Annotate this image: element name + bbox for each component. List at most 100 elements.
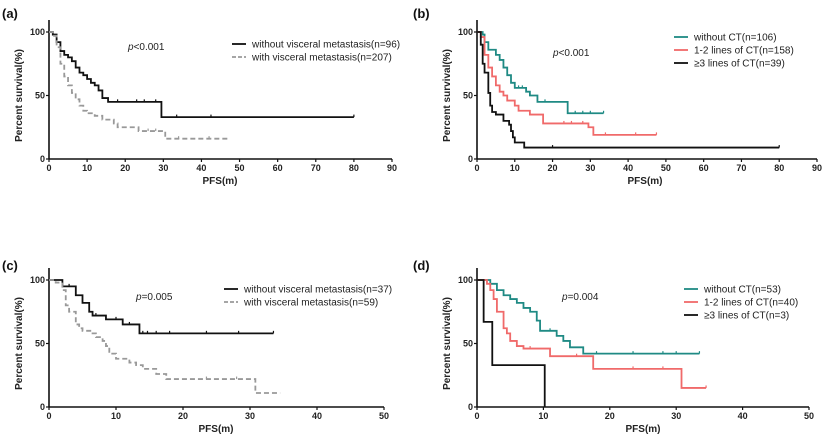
x-tick-label: 20 [120,163,130,173]
x-tick-label: 0 [46,411,51,421]
series-2 [477,31,658,136]
p-value: p<0.001 [127,42,165,53]
p-value-text: =0.004 [568,292,599,303]
x-tick-label: 10 [538,411,548,421]
legend-entry: without visceral metastasis(n=37) [243,285,392,296]
legend-entry: without visceral metastasis(n=96) [251,40,400,51]
x-tick-label: 50 [804,411,814,421]
legend-entry: without CT(n=106) [693,33,777,44]
survival-curve [49,279,281,394]
x-tick-label: 80 [349,163,359,173]
series-1 [477,31,605,115]
p-value: p=0.004 [561,292,599,303]
x-tick-label: 50 [235,163,245,173]
y-tick-label: 50 [463,91,473,101]
survival-curve [49,279,274,335]
survival-curve [477,31,780,149]
series-1 [477,279,701,355]
p-value-text: =0.005 [142,292,173,303]
x-tick-label: 30 [158,163,168,173]
panel-label: (d) [413,258,430,273]
survival-curve [477,31,604,115]
x-tick-label: 40 [196,163,206,173]
x-tick-label: 60 [699,163,709,173]
legend-entry: 1-2 lines of CT(n=158) [694,46,794,57]
y-tick-label: 100 [30,27,45,37]
p-symbol: p [552,48,559,59]
series-2 [49,279,281,394]
x-tick-label: 50 [379,411,389,421]
y-axis-label: Percent survival(%) [14,49,25,142]
x-tick-label: 0 [474,163,479,173]
x-axis-label: PFS(m) [203,176,238,187]
y-axis-label: Percent survival(%) [442,297,453,390]
x-tick-label: 40 [623,163,633,173]
legend-entry: ≥3 lines of CT(n=39) [694,59,785,70]
y-tick-label: 0 [40,154,45,164]
x-tick-label: 60 [273,163,283,173]
p-value-text: <0.001 [559,48,590,59]
x-tick-label: 20 [548,163,558,173]
p-value: p=0.005 [135,292,173,303]
x-tick-label: 0 [46,163,51,173]
x-tick-label: 40 [312,411,322,421]
x-tick-label: 20 [178,411,188,421]
y-tick-label: 0 [468,154,473,164]
x-tick-label: 70 [736,163,746,173]
legend-entry: with visceral metastasis(n=59) [243,298,378,309]
panel-label: (a) [2,6,18,21]
x-tick-label: 10 [82,163,92,173]
x-tick-label: 30 [671,411,681,421]
x-tick-label: 50 [661,163,671,173]
legend-entry: with visceral metastasis(n=207) [251,53,392,64]
survival-curve [49,31,231,140]
y-tick-label: 0 [40,402,45,412]
y-axis-label: Percent survival(%) [14,297,25,390]
panel-d: (d) 0 10 20 30 40 50 0 50 100 PFS(m) Percent surviv… [413,258,814,435]
survival-curve [477,279,707,389]
x-tick-label: 70 [311,163,321,173]
y-tick-label: 50 [463,339,473,349]
series-2 [49,31,231,140]
x-tick-label: 10 [510,163,520,173]
x-tick-label: 90 [812,163,822,173]
p-symbol: p [561,292,568,303]
p-symbol: p [127,42,134,53]
x-tick-label: 0 [474,411,479,421]
panel-b: (b) 0 10 20 30 40 50 60 70 80 90 0 50 100 PFS(m) Percen… [413,6,822,187]
y-tick-label: 50 [35,339,45,349]
legend-entry: ≥3 lines of CT(n=3) [704,311,789,322]
y-axis-label: Percent survival(%) [442,49,453,142]
y-tick-label: 0 [468,402,473,412]
y-tick-label: 100 [30,275,45,285]
x-tick-label: 90 [387,163,397,173]
series-3 [477,279,546,407]
p-value: p<0.001 [552,48,590,59]
survival-curve [477,279,700,355]
series-1 [49,279,275,335]
p-value-text: <0.001 [134,42,165,53]
x-tick-label: 10 [111,411,121,421]
x-tick-label: 30 [585,163,595,173]
panel-c: (c) 0 10 20 30 40 50 0 50 100 PFS(m) Percent surviv… [2,258,392,435]
x-axis-label: PFS(m) [199,424,234,435]
y-tick-label: 100 [458,27,473,37]
series-3 [477,31,780,149]
x-axis-label: PFS(m) [626,424,661,435]
panel-label: (c) [2,258,18,273]
x-tick-label: 20 [605,411,615,421]
panel-label: (b) [413,6,430,21]
x-tick-label: 30 [245,411,255,421]
legend-entry: 1-2 lines of CT(n=40) [704,298,798,309]
survival-curve [477,279,546,407]
p-symbol: p [135,292,142,303]
series-2 [477,279,707,389]
y-tick-label: 50 [35,91,45,101]
survival-curve [477,31,657,136]
legend-entry: without CT(n=53) [703,285,781,296]
y-tick-label: 100 [458,275,473,285]
panel-a: (a) 0 10 20 30 40 50 60 70 80 90 0 50 100 PFS(m) Percen… [2,6,400,187]
x-tick-label: 40 [738,411,748,421]
